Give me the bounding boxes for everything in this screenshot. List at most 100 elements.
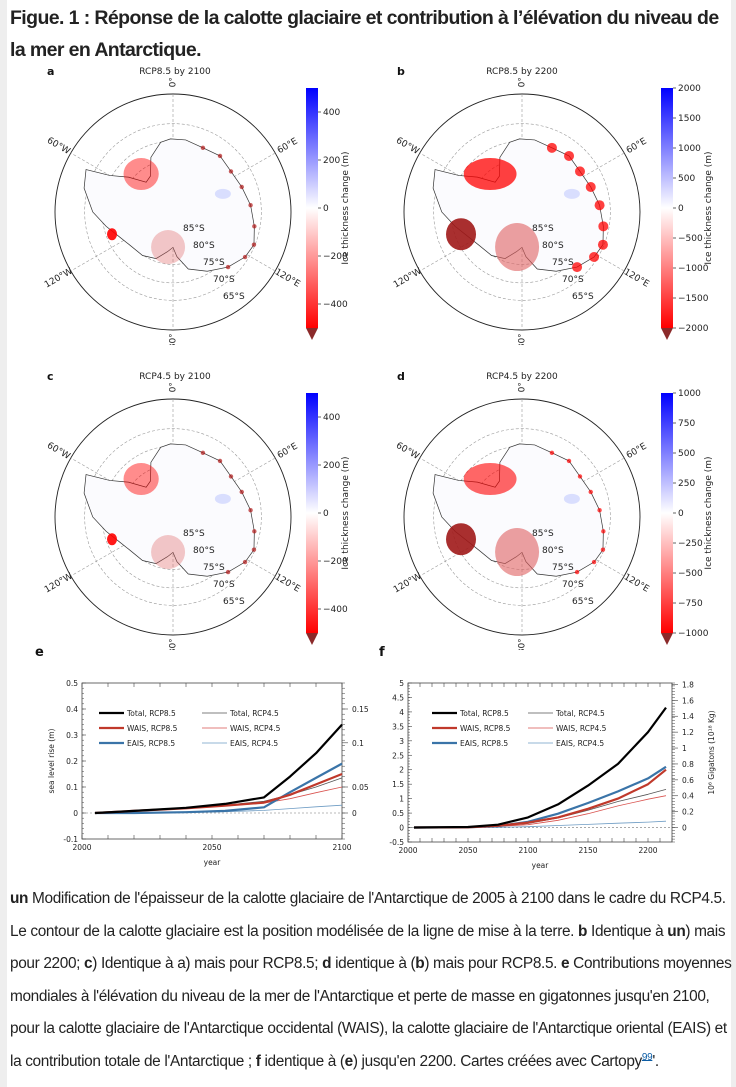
caption-text-e: Contributions moyennes mondiales à l'élé… (10, 955, 732, 1070)
y-tick-label: 1.5 (392, 780, 404, 789)
lon-label-60w: 60°W (45, 136, 72, 157)
coastal-thinning (242, 254, 248, 260)
antarctica (432, 443, 606, 577)
colorbar-label: Ice thickness change (m) (341, 456, 351, 569)
series-line-wais-rcp85 (94, 772, 343, 815)
lat-label: 75°S (552, 258, 574, 268)
y-right-tick-label: 1.8 (682, 680, 694, 689)
reference-link-99[interactable]: 99 (641, 1051, 653, 1063)
lon-label-0: 0° (518, 382, 528, 392)
coastal-thinning (251, 242, 257, 247)
colorbar-tick-label: −200 (323, 557, 348, 567)
y-right-tick-label: 1.6 (682, 696, 694, 705)
coastal-thinning (248, 203, 253, 208)
thinning-region-amundsen (446, 523, 477, 556)
colorbar-tick-label: −400 (323, 605, 348, 615)
lat-label: 75°S (552, 563, 574, 573)
y-right-tick-label: 0 (682, 824, 687, 833)
series-line-total-rcp85 (94, 723, 343, 815)
lat-label: 80°S (542, 546, 564, 556)
colorbar-tick-label: −500 (678, 234, 703, 244)
series-line-wais-rcp45 (94, 786, 343, 814)
polar-map-a: 0° 180° 60°W 60°E 120°W 120°E 85°S 80°S 75°S 70°S… (43, 77, 351, 345)
meridian-gridline (70, 457, 276, 577)
lon-label-0: 0° (169, 77, 179, 87)
lat-label: 75°S (203, 563, 225, 573)
caption-ref-a: un (667, 922, 686, 940)
colorbar-label: Ice thickness change (m) (704, 151, 714, 264)
colorbar-tick-label: −500 (678, 569, 703, 579)
lon-label-60e: 60°E (276, 441, 300, 461)
x-tick-label: 2050 (202, 843, 221, 852)
colorbar-extend-arrow (661, 328, 673, 340)
colorbar-tick-label: 200 (323, 461, 340, 471)
colorbar-tick-label: −200 (323, 252, 348, 262)
colorbar-tick-label: 400 (323, 413, 340, 423)
coastal-thinning (217, 458, 223, 464)
y-right-tick-label: 0.05 (352, 783, 369, 792)
map-panel-d: d RCP4.5 by 2200 0° 180° 60°W 60°E 120°W 120°E 8… (367, 350, 731, 650)
y-tick-label: 4.5 (392, 693, 404, 702)
lon-label-60e: 60°E (276, 136, 300, 156)
thinning-region-ross (495, 223, 540, 272)
coastal-thinning (589, 252, 600, 263)
x-tick-label: 2150 (578, 846, 597, 855)
figure-caption: un Modification de l'épaisseur de la cal… (10, 883, 732, 1078)
lon-label-60e: 60°E (625, 441, 649, 461)
colorbar (661, 393, 673, 633)
coastal-thinning (597, 239, 608, 250)
caption-text-d: identique à ( (331, 955, 416, 972)
coastal-thinning (574, 166, 585, 177)
coastal-thinning (549, 450, 555, 456)
thinning-region-ross (495, 528, 540, 577)
legend-label: Total, RCP4.5 (229, 709, 279, 718)
figure-title: Figue. 1 : Réponse de la calotte glaciai… (10, 7, 719, 61)
colorbar-extend-arrow (306, 328, 318, 340)
y-tick-label: 0.3 (66, 731, 78, 740)
coastal-thinning (574, 569, 580, 575)
polar-map-d: 0° 180° 60°W 60°E 120°W 120°E 85°S 80°S 75°S 70°S… (392, 382, 714, 650)
caption-ref-b: b (415, 955, 425, 972)
colorbar-tick-label: −400 (323, 300, 348, 310)
latitude-gridline (433, 123, 611, 301)
line-chart-e: 2000 2050 2100 year -0.1 0 0.1 0.2 0.3 0.4 0.5 0 0.0… (47, 679, 369, 867)
x-tick-label: 2100 (518, 846, 537, 855)
series-line-total-rcp85 (413, 706, 667, 829)
y-right-tick-label: 1.4 (682, 712, 694, 721)
lon-label-120e: 120°E (273, 572, 302, 594)
panel-letter-e: e (35, 645, 44, 660)
colorbar (306, 393, 318, 633)
polar-map-b: 0° 180° 60°W 60°E 120°W 120°E 85°S 80°S 75°S 70°S… (392, 77, 714, 345)
figure-page: Figue. 1 : Réponse de la calotte glaciai… (7, 0, 732, 1087)
coastal-thinning (600, 547, 606, 552)
thinning-region-amundsen (107, 228, 118, 241)
caption-text-f-end: ) jusqu'en 2200. Cartes créées avec Cart… (352, 1052, 642, 1070)
lat-label: 80°S (542, 241, 564, 251)
colorbar-tick-label: 1500 (678, 114, 701, 124)
colorbar-tick-label: −750 (678, 599, 703, 609)
antarctica (83, 138, 257, 272)
lat-label: 65°S (223, 597, 245, 607)
colorbar-tick-label: 500 (678, 174, 695, 184)
y-right-tick-label: 0.8 (682, 760, 694, 769)
coastal-thinning (585, 181, 596, 192)
colorbar-tick-label: −1000 (678, 264, 709, 274)
lon-label-180: 180° (169, 333, 179, 345)
caption-label-d: d (322, 955, 332, 972)
thinning-region-weddell (463, 463, 517, 496)
lat-label: 85°S (183, 529, 205, 539)
lat-label: 65°S (572, 292, 594, 302)
caption-text-a: Modification de l'épaisseur de la calott… (10, 890, 726, 940)
meridian-gridline (419, 152, 625, 272)
y-right-axis-label: 10⁶ Gigatons (10¹⁸ Kg) (707, 710, 716, 794)
coastal-thinning (252, 224, 257, 229)
lat-label: 80°S (193, 241, 215, 251)
colorbar-tick-label: 0 (678, 204, 684, 214)
colorbar-extend-arrow (661, 633, 673, 645)
colorbar (661, 88, 673, 328)
panel-letter-f: f (379, 645, 385, 660)
legend-label: WAIS, RCP8.5 (460, 724, 511, 733)
x-tick-label: 2000 (398, 846, 417, 855)
lat-label: 70°S (562, 580, 584, 590)
chart-panel-f: f 2000 2050 2100 2150 2200 year -0.5 0 0.5 1 1.5 2 2.… (367, 643, 731, 878)
